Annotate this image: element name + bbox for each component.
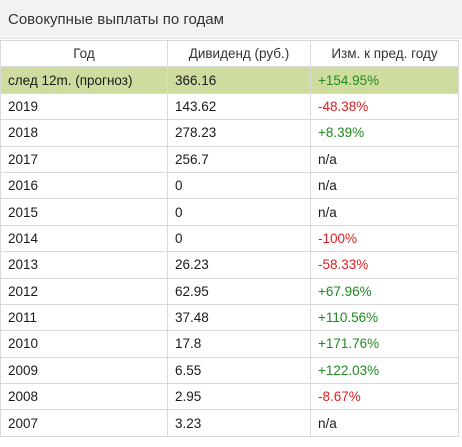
dividend-cell: 17.8 [167,330,311,358]
table-body: след 12m. (прогноз) 366.16 +154.95% 2019 143… [0,66,459,437]
table-row: 2018 278.23 +8.39% [0,119,459,147]
year-cell: 2017 [0,145,168,173]
change-cell: n/a [310,171,459,200]
year-cell: 2014 [0,224,168,253]
change-cell: -100% [310,224,459,253]
table-row: 2016 0 n/a [0,171,459,200]
year-cell: 2015 [0,198,168,226]
widget-title: Совокупные выплаты по годам [8,10,224,28]
table-row: 2007 3.23 n/a [0,409,459,437]
change-cell: -58.33% [310,251,459,279]
dividend-cell: 37.48 [167,303,311,332]
year-cell: след 12m. (прогноз) [0,66,168,94]
dividend-cell: 278.23 [167,119,311,147]
table-row: 2011 37.48 +110.56% [0,303,459,332]
year-cell: 2012 [0,277,168,305]
year-cell: 2009 [0,356,168,385]
change-cell: +110.56% [310,303,459,332]
table-row: 2015 0 n/a [0,198,459,226]
table-row-forecast: след 12m. (прогноз) 366.16 +154.95% [0,66,459,94]
change-cell: n/a [310,145,459,173]
dividend-cell: 143.62 [167,92,311,121]
year-cell: 2016 [0,171,168,200]
dividend-cell: 256.7 [167,145,311,173]
widget-header: Совокупные выплаты по годам [0,0,462,39]
change-cell: n/a [310,409,459,437]
change-cell: -48.38% [310,92,459,121]
year-cell: 2008 [0,383,168,411]
table-row: 2019 143.62 -48.38% [0,92,459,121]
dividend-cell: 0 [167,171,311,200]
dividend-cell: 0 [167,224,311,253]
table-header-row: Год Дивиденд (руб.) Изм. к пред. году [0,39,459,68]
year-cell: 2011 [0,303,168,332]
dividend-cell: 26.23 [167,251,311,279]
dividend-cell: 6.55 [167,356,311,385]
year-cell: 2010 [0,330,168,358]
change-cell: n/a [310,198,459,226]
table-row: 2017 256.7 n/a [0,145,459,173]
year-cell: 2019 [0,92,168,121]
payouts-table: Год Дивиденд (руб.) Изм. к пред. году сл… [0,39,459,437]
dividend-cell: 366.16 [167,66,311,94]
column-header-change: Изм. к пред. году [310,39,459,68]
change-cell: -8.67% [310,383,459,411]
change-cell: +8.39% [310,119,459,147]
table-row: 2010 17.8 +171.76% [0,330,459,358]
year-cell: 2013 [0,251,168,279]
year-cell: 2007 [0,409,168,437]
table-row: 2009 6.55 +122.03% [0,356,459,385]
table-row: 2008 2.95 -8.67% [0,383,459,411]
column-header-year: Год [0,39,168,68]
change-cell: +154.95% [310,66,459,94]
column-header-dividend: Дивиденд (руб.) [167,39,311,68]
dividend-cell: 0 [167,198,311,226]
table-row: 2014 0 -100% [0,224,459,253]
dividend-cell: 62.95 [167,277,311,305]
table-row: 2013 26.23 -58.33% [0,251,459,279]
year-cell: 2018 [0,119,168,147]
change-cell: +67.96% [310,277,459,305]
table-row: 2012 62.95 +67.96% [0,277,459,305]
dividend-cell: 3.23 [167,409,311,437]
dividend-cell: 2.95 [167,383,311,411]
change-cell: +171.76% [310,330,459,358]
change-cell: +122.03% [310,356,459,385]
